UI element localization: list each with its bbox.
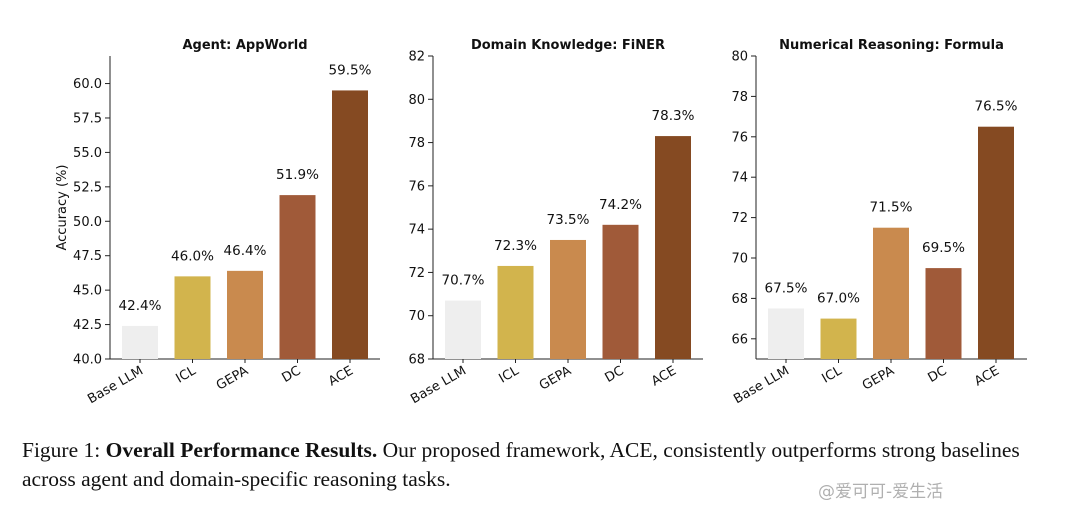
value-label: 70.7% bbox=[442, 273, 485, 289]
bar-dc bbox=[602, 224, 639, 359]
y-tick-label: 72 bbox=[408, 266, 425, 281]
value-label: 51.9% bbox=[276, 167, 319, 183]
y-tick-label: 74 bbox=[408, 223, 425, 238]
y-tick-label: 68 bbox=[731, 292, 748, 307]
x-tick-label: GEPA bbox=[214, 363, 251, 393]
y-tick-label: 72 bbox=[731, 211, 748, 226]
y-tick-label: 76 bbox=[731, 130, 748, 145]
bar-base-llm bbox=[122, 325, 158, 359]
chart-numerical-reasoning-formula: Numerical Reasoning: Formula 66 68 70 72 74 76… bbox=[731, 38, 1027, 407]
x-tick-label: ICL bbox=[497, 363, 523, 386]
chart-domain-knowledge-finer: Domain Knowledge: FiNER 68 70 72 74 76 78 80 82 7… bbox=[408, 38, 703, 407]
chart-title: Numerical Reasoning: Formula bbox=[779, 38, 1004, 53]
x-tick-label: ACE bbox=[326, 363, 356, 389]
y-tick-label: 70 bbox=[408, 309, 425, 324]
caption-text: Our proposed framework, ACE, consistentl… bbox=[22, 438, 1020, 491]
value-label: 73.5% bbox=[547, 212, 590, 228]
bar-gepa bbox=[227, 270, 263, 359]
x-tick-label: Base LLM bbox=[731, 363, 792, 407]
value-label: 76.5% bbox=[975, 99, 1018, 115]
y-tick-label: 55.0 bbox=[73, 146, 102, 161]
x-tick-label: ICL bbox=[820, 363, 846, 386]
value-label: 46.4% bbox=[224, 243, 267, 259]
x-tick-label: GEPA bbox=[860, 363, 897, 393]
bar-icl bbox=[497, 265, 534, 359]
y-tick-label: 80 bbox=[408, 93, 425, 108]
x-tick-label: Base LLM bbox=[85, 363, 146, 407]
value-label: 71.5% bbox=[870, 200, 913, 216]
bar-base-llm bbox=[768, 308, 804, 359]
y-tick-label: 78 bbox=[408, 136, 425, 151]
y-tick-label: 66 bbox=[731, 332, 748, 347]
value-label: 78.3% bbox=[652, 108, 695, 124]
value-label: 67.0% bbox=[817, 291, 860, 307]
y-tick-label: 68 bbox=[408, 353, 425, 368]
chart-title: Agent: AppWorld bbox=[182, 38, 307, 53]
chart-agent-appworld: Agent: AppWorld 40.0 42.5 45.0 47.5 50.0 52.5 5… bbox=[55, 38, 380, 407]
bar-dc bbox=[925, 268, 962, 359]
x-tick-label: ICL bbox=[174, 363, 200, 386]
caption-label: Figure 1: bbox=[22, 438, 101, 462]
bar-ace bbox=[332, 90, 368, 359]
x-tick-label: DC bbox=[602, 363, 626, 386]
y-tick-label: 47.5 bbox=[73, 249, 102, 264]
bar-ace bbox=[655, 136, 691, 359]
y-tick-label: 45.0 bbox=[73, 284, 102, 299]
y-tick-label: 80 bbox=[731, 50, 748, 65]
y-tick-label: 57.5 bbox=[73, 111, 102, 126]
figure-caption: Figure 1: Overall Performance Results. O… bbox=[22, 436, 1067, 494]
y-tick-label: 52.5 bbox=[73, 180, 102, 195]
bar-dc bbox=[279, 195, 316, 359]
y-tick-label: 78 bbox=[731, 90, 748, 105]
value-label: 42.4% bbox=[119, 298, 162, 314]
y-tick-label: 50.0 bbox=[73, 215, 102, 230]
caption-bold: Overall Performance Results. bbox=[105, 438, 378, 462]
x-tick-label: Base LLM bbox=[408, 363, 469, 407]
x-tick-label: DC bbox=[279, 363, 303, 386]
y-tick-label: 42.5 bbox=[73, 318, 102, 333]
chart-title: Domain Knowledge: FiNER bbox=[471, 38, 665, 53]
y-tick-label: 60.0 bbox=[73, 77, 102, 92]
y-tick-label: 40.0 bbox=[73, 353, 102, 368]
bar-base-llm bbox=[445, 300, 481, 359]
bar-icl bbox=[174, 276, 211, 359]
bar-gepa bbox=[873, 227, 909, 359]
x-tick-label: ACE bbox=[972, 363, 1002, 389]
value-label: 69.5% bbox=[922, 240, 965, 256]
y-tick-label: 82 bbox=[408, 50, 425, 65]
x-tick-label: ACE bbox=[649, 363, 679, 389]
y-tick-label: 74 bbox=[731, 171, 748, 186]
y-tick-label: 76 bbox=[408, 179, 425, 194]
x-tick-label: GEPA bbox=[537, 363, 574, 393]
value-label: 67.5% bbox=[765, 281, 808, 297]
watermark: @爱可可-爱生活 bbox=[818, 482, 944, 502]
x-tick-label: DC bbox=[925, 363, 949, 386]
value-label: 46.0% bbox=[171, 248, 214, 264]
y-tick-label: 70 bbox=[731, 252, 748, 267]
y-axis-label: Accuracy (%) bbox=[55, 165, 70, 251]
bar-gepa bbox=[550, 239, 586, 359]
value-label: 74.2% bbox=[599, 197, 642, 213]
bar-icl bbox=[820, 318, 857, 359]
bar-ace bbox=[978, 126, 1014, 359]
value-label: 72.3% bbox=[494, 238, 537, 254]
value-label: 59.5% bbox=[329, 62, 372, 78]
